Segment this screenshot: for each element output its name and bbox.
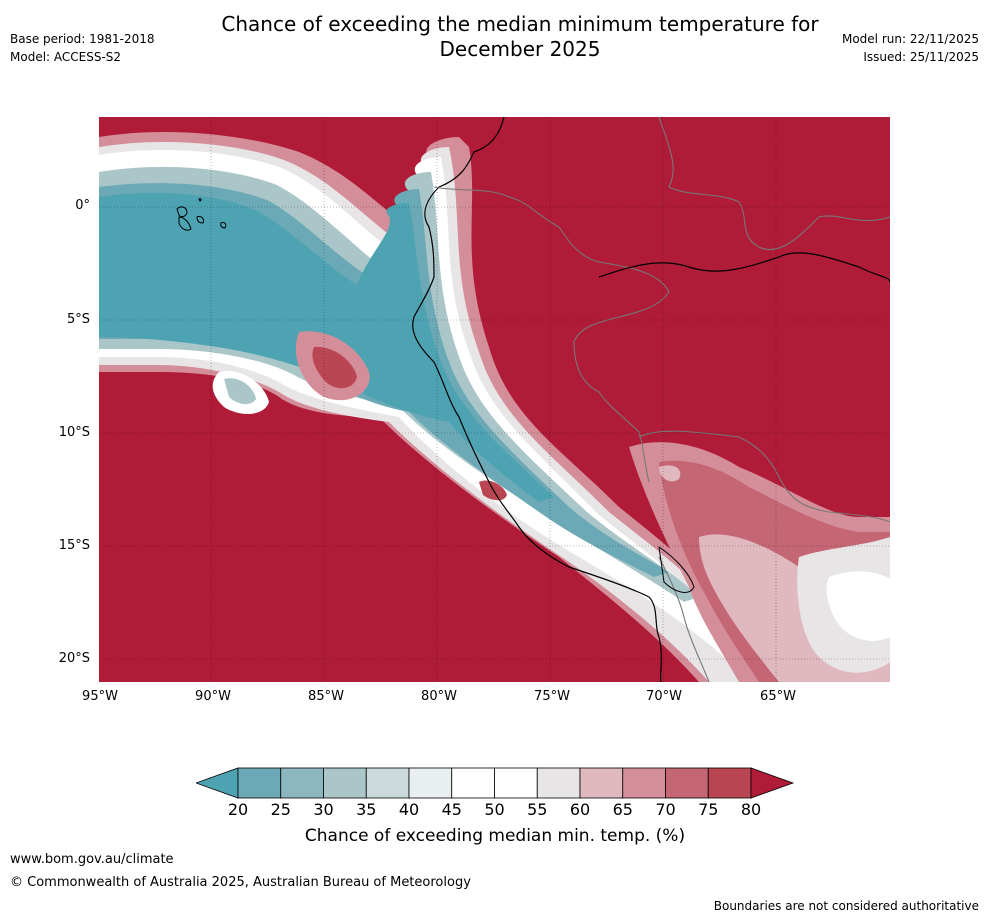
model-run: Model run: 22/11/2025 [841,32,979,46]
lat-label-0: 0° [75,198,90,213]
boundaries [412,117,890,682]
colorbar-tick-label: 60 [569,800,591,819]
amazon-river [598,252,890,283]
meta-left: Base period: 1981-2018 Model: ACCESS-S2 [10,30,155,66]
colorbar-tick-label: 80 [740,800,762,819]
title-line-1: Chance of exceeding the median minimum t… [221,12,819,36]
probability-map [99,117,890,682]
map-panel [99,117,890,682]
lat-label-10s: 10°S [58,425,90,440]
lat-label-20s: 20°S [58,651,90,666]
colorbar-segment [494,767,538,799]
model-name: Model: ACCESS-S2 [10,50,122,64]
copyright-text: © Commonwealth of Australia 2025, Austra… [10,875,471,890]
lon-label-95w: 95°W [82,689,118,704]
lon-label-70w: 70°W [646,689,682,704]
disclaimer-text: Boundaries are not considered authoritat… [713,899,979,913]
colorbar-tick-label: 30 [313,800,334,819]
colorbar-tick-label: 35 [356,800,377,819]
title-line-2: December 2025 [439,37,601,61]
base-period: Base period: 1981-2018 [10,32,155,46]
colorbar-segment [451,767,495,799]
graticule [99,117,890,682]
colorbar-extend-high [750,767,795,799]
colorbar-tick-label: 25 [270,800,291,819]
pacific-cool-region [99,132,759,682]
colorbar-tick-label: 75 [698,800,719,819]
colorbar-segment [237,767,282,799]
lon-label-90w: 90°W [195,689,231,704]
lon-label-65w: 65°W [760,689,796,704]
map-title: Chance of exceeding the median minimum t… [150,12,890,62]
bolivia-border [638,430,890,523]
colorbar-label: Chance of exceeding median min. temp. (%… [304,826,686,846]
colorbar-tick-label: 55 [527,800,548,819]
coastline [412,117,662,682]
issued-date: Issued: 25/11/2025 [863,50,979,64]
colorbar-tick-label: 45 [441,800,462,819]
colorbar-extend-low [196,767,239,799]
colorbar-segment [665,767,709,799]
colorbar-segment [536,767,581,799]
lon-label-85w: 85°W [308,689,344,704]
chile-border [658,556,710,682]
colorbar-tick-label: 20 [227,800,249,819]
colorbar-segment [365,767,410,799]
country-border-north [658,117,890,251]
colorbar-segment [622,767,666,799]
lat-label-5s: 5°S [66,312,90,327]
lake-titicaca [658,546,695,593]
lat-label-15s: 15°S [58,538,90,553]
meta-right: Model run: 22/11/2025 Issued: 25/11/2025 [842,30,979,66]
colorbar-segment [408,767,453,799]
lon-label-75w: 75°W [534,689,570,704]
lon-label-80w: 80°W [421,689,457,704]
colorbar [196,767,795,799]
colorbar-segment [707,767,752,799]
bom-link[interactable]: www.bom.gov.au/climate [10,852,174,867]
colorbar-tick-label: 70 [655,800,676,819]
colorbar-segment [323,767,367,799]
galapagos-islands [176,198,227,231]
colorbar-tick-label: 40 [398,800,420,819]
altiplano-region [629,442,890,682]
colorbar-segment [280,767,324,799]
colorbar-tick-label: 50 [484,800,505,819]
country-border [433,186,670,483]
colorbar-segment [579,767,624,799]
colorbar-tick-label: 65 [612,800,633,819]
